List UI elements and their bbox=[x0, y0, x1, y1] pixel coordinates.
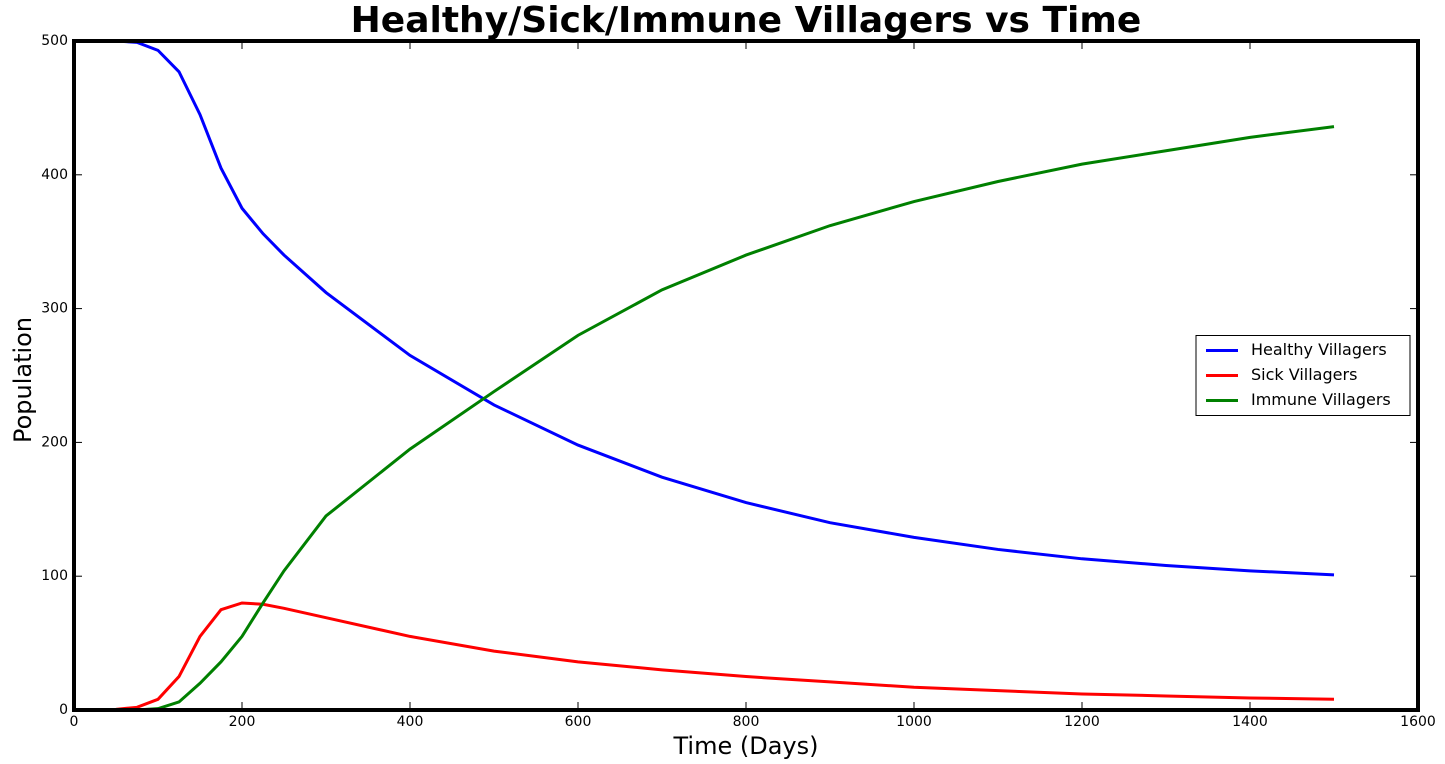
y-tick-label: 100 bbox=[41, 568, 68, 584]
x-tick-label: 0 bbox=[70, 714, 79, 730]
line bbox=[73, 601, 1335, 712]
legend-label: Healthy Villagers bbox=[1251, 340, 1387, 359]
y-tick-label: 300 bbox=[41, 301, 68, 317]
x-tick-label: 1400 bbox=[1232, 714, 1268, 730]
y-tick-label: 500 bbox=[41, 33, 68, 49]
legend: Healthy Villagers Sick Villagers Immune Vi… bbox=[1195, 335, 1411, 416]
x-tick-label: 600 bbox=[565, 714, 592, 730]
legend-label: Immune Villagers bbox=[1251, 390, 1391, 409]
x-tick-label: 800 bbox=[733, 714, 760, 730]
line bbox=[74, 125, 1335, 712]
x-tick-label: 200 bbox=[229, 714, 256, 730]
y-axis-label: Population bbox=[9, 317, 37, 443]
x-tick-label: 1600 bbox=[1400, 714, 1436, 730]
line bbox=[74, 39, 1335, 577]
x-tick-label: 400 bbox=[397, 714, 424, 730]
y-tick-label: 400 bbox=[41, 167, 68, 183]
plot-frame bbox=[72, 39, 1420, 712]
y-tick-label: 200 bbox=[41, 434, 68, 450]
x-tick-label: 1000 bbox=[896, 714, 932, 730]
chart-title: Healthy/Sick/Immune Villagers vs Time bbox=[351, 0, 1142, 41]
x-axis-label: Time (Days) bbox=[673, 732, 819, 760]
legend-label: Sick Villagers bbox=[1251, 365, 1357, 384]
x-tick-label: 1200 bbox=[1064, 714, 1100, 730]
y-tick-label: 0 bbox=[59, 702, 68, 718]
